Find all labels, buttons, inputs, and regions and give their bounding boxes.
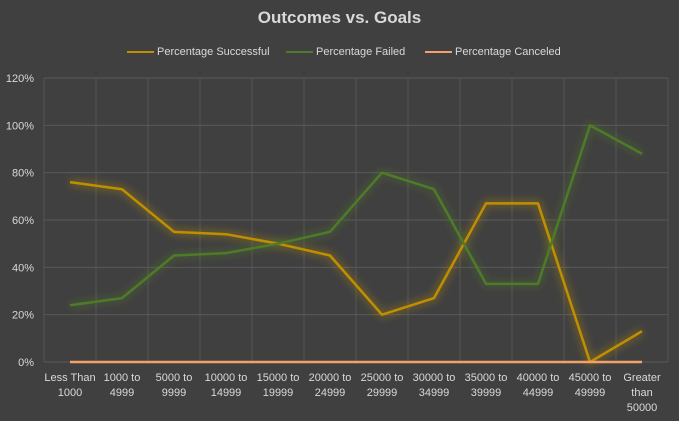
x-tick-label: 20000 to 24999 bbox=[309, 372, 352, 399]
x-tick-label: 45000 to 49999 bbox=[569, 372, 612, 399]
y-axis: 0% 20% 40% 60% 80% 100% 120% bbox=[6, 73, 34, 369]
legend-item-canceled[interactable]: Percentage Canceled bbox=[425, 44, 561, 60]
x-tick-label: 15000 to 19999 bbox=[257, 372, 300, 399]
x-tick-label: 10000 to 14999 bbox=[205, 372, 248, 399]
x-tick-label: 1000 to 4999 bbox=[104, 372, 141, 399]
series-line-1[interactable] bbox=[69, 124, 643, 307]
x-tick-label: 25000 to 29999 bbox=[361, 372, 404, 399]
legend-item-failed[interactable]: Percentage Failed bbox=[286, 44, 405, 60]
legend-item-successful[interactable]: Percentage Successful bbox=[127, 44, 270, 60]
legend-line-failed-icon bbox=[286, 51, 313, 53]
y-tick-label: 0% bbox=[18, 357, 34, 369]
x-tick-label: 35000 to 39999 bbox=[465, 372, 508, 399]
legend-label: Percentage Successful bbox=[157, 46, 270, 58]
gridlines bbox=[43, 77, 669, 363]
legend-line-successful-icon bbox=[127, 51, 154, 53]
series-lines bbox=[69, 121, 644, 366]
y-tick-label: 40% bbox=[12, 262, 34, 274]
y-tick-label: 80% bbox=[12, 168, 34, 180]
x-tick-label: 5000 to 9999 bbox=[156, 372, 193, 399]
x-tick-label: 30000 to 34999 bbox=[413, 372, 456, 399]
chart-legend: Percentage Successful Percentage Failed … bbox=[0, 44, 679, 60]
x-tick-label: Greater than 50000 bbox=[623, 372, 661, 414]
legend-label: Percentage Failed bbox=[316, 46, 406, 58]
y-tick-label: 60% bbox=[12, 215, 34, 227]
x-tick-label: 40000 to 44999 bbox=[517, 372, 560, 399]
legend-line-canceled-icon bbox=[425, 51, 452, 53]
legend-label: Percentage Canceled bbox=[455, 46, 561, 58]
y-tick-label: 100% bbox=[6, 120, 34, 132]
y-tick-label: 120% bbox=[6, 73, 34, 85]
chart-title: Outcomes vs. Goals bbox=[257, 8, 422, 27]
series-line-0[interactable] bbox=[69, 180, 643, 364]
x-tick-label: Less Than 1000 bbox=[44, 372, 95, 399]
x-axis: Less Than 1000 1000 to 4999 5000 to 9999 10000… bbox=[44, 372, 661, 414]
y-tick-label: 20% bbox=[12, 310, 34, 322]
